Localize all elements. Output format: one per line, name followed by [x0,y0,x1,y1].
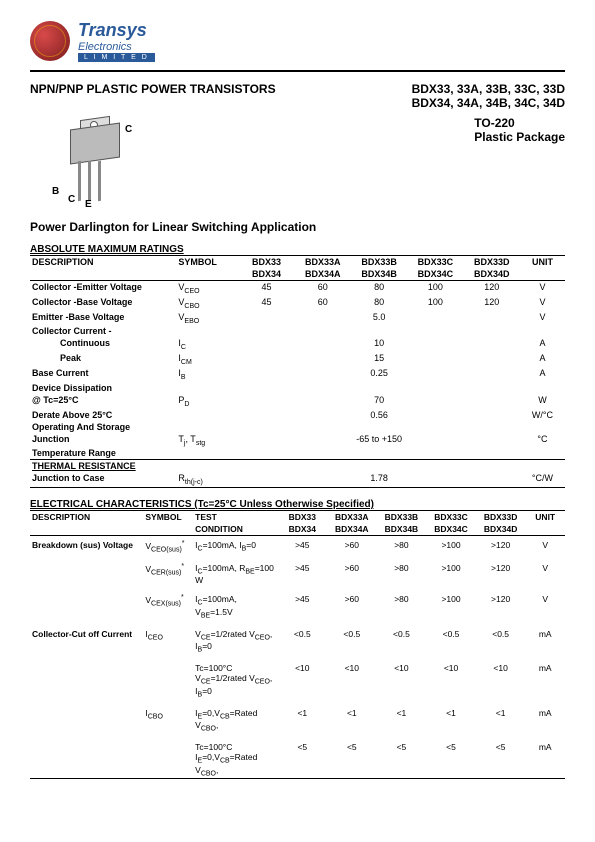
table-row: Derate Above 25°C0.56W/°C [30,409,565,421]
amr-header-row: DESCRIPTION SYMBOL BDX33 BDX33A BDX33B B… [30,256,565,269]
header-divider [30,70,565,72]
table-row: Emitter -Base VoltageVEBO5.0V [30,311,565,326]
ec-v3: BDX33C [426,511,476,524]
ec2-v1: BDX34A [327,523,377,536]
logo-text: Transys Electronics L I M I T E D [78,20,155,62]
amr-col-unit: UNIT [520,256,565,269]
thermal-heading-row: THERMAL RESISTANCE [30,460,565,473]
ec-v1: BDX33A [327,511,377,524]
thermal-unit: °C/W [520,472,565,487]
ec-unit: UNIT [525,511,565,524]
amr-col2-v1: BDX34A [295,268,351,281]
elec-header-row2: CONDITION BDX34 BDX34A BDX34B BDX34C BDX… [30,523,565,536]
ec-v2: BDX33B [377,511,427,524]
lead-1 [78,161,81,201]
amr-col-sym: SYMBOL [176,256,238,269]
table-row: Collector-Cut off CurrentICEOVCE=1/2rate… [30,621,565,655]
subtitle: Power Darlington for Linear Switching Ap… [30,220,565,234]
amr-col-v1: BDX33A [295,256,351,269]
ec2-v3: BDX34C [426,523,476,536]
amr-col-v4: BDX33D [464,256,520,269]
lead-2 [88,161,91,201]
ec2-v0: BDX34 [278,523,327,536]
table-row: JunctionTj, Tstg-65 to +150°C [30,433,565,448]
logo-bar: L I M I T E D [78,53,155,62]
table-row: Collector -Emitter VoltageVCEO4560801001… [30,281,565,296]
ec-v4: BDX33D [476,511,526,524]
logo-header: Transys Electronics L I M I T E D [30,20,565,62]
pin-c-top: C [125,124,132,135]
table-row: VCEX(sus)*IC=100mA, VBE=1.5V>45>60>80>10… [30,586,565,620]
amr-heading: ABSOLUTE MAXIMUM RATINGS [30,244,565,255]
thermal-row: Junction to Case Rth(j-c) 1.78 °C/W [30,472,565,487]
table-row: Collector Current - [30,325,565,337]
table-row: @ Tc=25°CPD70W [30,394,565,409]
ec-cond: CONDITION [193,523,277,536]
thermal-desc: Junction to Case [30,472,176,487]
ec2-v2: BDX34B [377,523,427,536]
ec-sym: SYMBOL [143,511,193,524]
amr-header-row2: BDX34 BDX34A BDX34B BDX34C BDX34D [30,268,565,281]
thermal-sym: Rth(j-c) [176,472,238,487]
pin-b: B [52,186,59,197]
table-row: PeakICM15A [30,352,565,367]
elec-heading: ELECTRICAL CHARACTERISTICS (Tc=25°C Unle… [30,499,565,510]
title-row: NPN/PNP PLASTIC POWER TRANSISTORS BDX33,… [30,82,565,110]
table-row: ContinuousIC10A [30,337,565,352]
lead-3 [98,161,101,201]
amr-table: DESCRIPTION SYMBOL BDX33 BDX33A BDX33B B… [30,255,565,488]
globe-icon [30,21,70,61]
table-row: Breakdown (sus) VoltageVCEO(sus)*IC=100m… [30,536,565,555]
package-drawing: C B C E [30,116,170,206]
amr-col-v2: BDX33B [351,256,407,269]
amr-col2-v4: BDX34D [464,268,520,281]
ec-v0: BDX33 [278,511,327,524]
pin-e: E [85,199,92,210]
ec-test: TEST [193,511,277,524]
pkg-line1: TO-220 [474,116,565,130]
parts-line-1: BDX33, 33A, 33B, 33C, 33D [412,82,565,96]
amr-col-v0: BDX33 [238,256,294,269]
amr-col-v3: BDX33C [407,256,463,269]
table-row: Base CurrentIB0.25A [30,367,565,382]
thermal-heading: THERMAL RESISTANCE [30,460,565,473]
amr-col2-v2: BDX34B [351,268,407,281]
to220-body [70,122,120,164]
title-left: NPN/PNP PLASTIC POWER TRANSISTORS [30,82,276,110]
table-row: Device Dissipation [30,382,565,394]
pin-c-bot: C [68,194,75,205]
elec-table: DESCRIPTION SYMBOL TEST BDX33 BDX33A BDX… [30,510,565,779]
logo-name: Transys [78,20,155,41]
amr-col-desc: DESCRIPTION [30,256,176,269]
logo-sub: Electronics [78,41,155,53]
thermal-val: 1.78 [351,472,407,487]
pkg-line2: Plastic Package [474,130,565,144]
table-row: Collector -Base VoltageVCBO456080100120V [30,296,565,311]
amr-col2-v0: BDX34 [238,268,294,281]
package-row: C B C E TO-220 Plastic Package [30,116,565,206]
table-row: Tc=100°C IE=0,VCB=Rated VCBO,<5<5<5<5<5m… [30,734,565,779]
table-row: Operating And Storage [30,421,565,433]
table-row: VCER(sus)*IC=100mA, RBE=100 W>45>60>80>1… [30,555,565,587]
amr-col2-v3: BDX34C [407,268,463,281]
parts-line-2: BDX34, 34A, 34B, 34C, 34D [412,96,565,110]
table-row: Temperature Range [30,447,565,460]
ec-desc: DESCRIPTION [30,511,143,524]
title-right: BDX33, 33A, 33B, 33C, 33D BDX34, 34A, 34… [412,82,565,110]
ec2-v4: BDX34D [476,523,526,536]
table-row: ICBOIE=0,VCB=Rated VCBO,<1<1<1<1<1mA [30,700,565,734]
table-row: Tc=100°C VCE=1/2rated VCEO, IB=0<10<10<1… [30,655,565,699]
package-text: TO-220 Plastic Package [474,116,565,206]
elec-header-row: DESCRIPTION SYMBOL TEST BDX33 BDX33A BDX… [30,511,565,524]
